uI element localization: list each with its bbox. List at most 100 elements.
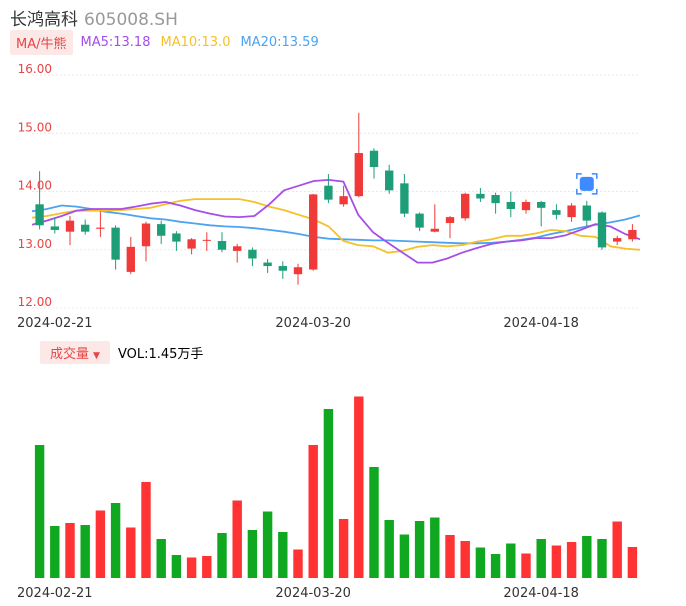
candle-body	[96, 227, 105, 229]
caret-down-icon: ▼	[93, 351, 100, 361]
candle-body	[552, 210, 561, 215]
y-tick-label: 12.00	[18, 295, 52, 309]
volume-bar	[50, 526, 60, 578]
candle-body	[111, 227, 120, 260]
volume-bar	[95, 510, 106, 578]
ma10-line	[31, 198, 641, 254]
x-tick-label: 2024-03-20	[275, 316, 351, 331]
candle-body	[309, 194, 318, 270]
volume-bar	[338, 519, 349, 578]
volume-bar	[80, 525, 90, 578]
candle-body	[400, 183, 409, 214]
stock-code: 605008.SH	[84, 10, 178, 30]
volume-bar	[627, 547, 638, 578]
volume-bar	[536, 539, 546, 578]
candle-body	[339, 196, 348, 205]
volume-bar	[156, 539, 166, 578]
y-tick-label: 14.00	[18, 179, 52, 193]
stock-name: 长鸿高科	[10, 10, 78, 30]
volume-bar	[612, 521, 622, 578]
candle-body	[278, 266, 287, 271]
ma-legend: MA/牛熊 MA5:13.18 MA10:13.0 MA20:13.59	[10, 29, 329, 55]
candle-body	[521, 201, 531, 211]
volume-bar	[521, 553, 531, 578]
volume-bar	[217, 533, 227, 578]
candle-body	[233, 246, 242, 251]
volume-bar	[597, 539, 607, 578]
stock-title: 长鸿高科 605008.SH	[10, 5, 178, 30]
candle-body	[354, 153, 363, 197]
ma10-label: MA10:13.0	[160, 34, 231, 50]
ma20-line	[31, 204, 641, 245]
event-marker-frame	[576, 173, 598, 195]
volume-legend: 成交量 ▼ VOL:1.45万手	[40, 341, 203, 364]
volume-bar	[110, 503, 121, 578]
volume-bar	[232, 500, 242, 578]
candle-body	[263, 262, 272, 267]
x-tick-label: 2024-04-18	[503, 316, 579, 331]
candle-body	[217, 241, 227, 250]
volume-bar	[293, 549, 303, 578]
volume-bar	[460, 541, 470, 578]
volume-bar	[551, 545, 562, 578]
volume-bar	[202, 556, 212, 578]
y-tick-label: 15.00	[18, 120, 52, 134]
volume-bar	[384, 520, 394, 578]
candle-body	[65, 220, 75, 232]
candle-body	[324, 185, 333, 200]
candle-body	[248, 249, 257, 259]
ma20-label: MA20:13.59	[240, 34, 319, 50]
y-tick-label: 13.00	[18, 237, 52, 251]
candle-body	[506, 201, 515, 209]
volume-bar	[323, 409, 334, 578]
volume-tag-label: 成交量	[50, 347, 90, 362]
volume-bar	[369, 467, 379, 578]
volume-bar	[126, 527, 136, 578]
volume-x-tick-label: 2024-04-18	[503, 586, 579, 601]
candle-body	[537, 201, 546, 208]
candle-body	[461, 193, 470, 219]
x-tick-label: 2024-02-21	[17, 316, 93, 331]
volume-bar	[278, 532, 288, 578]
volume-bar	[445, 535, 455, 578]
volume-bar	[354, 396, 364, 578]
candle-body	[445, 217, 455, 223]
candle-body	[202, 239, 211, 241]
candle-body	[567, 205, 576, 218]
candle-body	[35, 204, 44, 226]
volume-value-label: VOL:1.45万手	[117, 347, 204, 362]
volume-x-tick-label: 2024-02-21	[17, 586, 93, 601]
volume-bar	[247, 530, 258, 578]
ma-mode-selector[interactable]: MA/牛熊	[10, 29, 73, 55]
volume-bar	[308, 445, 318, 578]
volume-bar	[399, 534, 410, 578]
volume-indicator-selector[interactable]: 成交量 ▼	[40, 341, 110, 364]
volume-bar	[34, 445, 45, 578]
candle-body	[613, 238, 622, 242]
volume-bar	[582, 536, 592, 578]
event-marker-icon	[579, 176, 594, 191]
volume-bar	[566, 542, 577, 578]
candle-body	[628, 229, 637, 240]
candle-body	[491, 194, 500, 204]
candle-body	[430, 228, 439, 232]
volume-bar	[414, 521, 425, 578]
candle-body	[369, 150, 379, 168]
candle-body	[187, 239, 196, 249]
volume-bar	[141, 482, 151, 578]
candle-body	[126, 246, 135, 272]
candle-body	[293, 267, 303, 275]
volume-x-tick-label: 2024-03-20	[275, 586, 351, 601]
volume-bar	[475, 547, 486, 578]
candle-body	[141, 223, 151, 247]
volume-bar	[506, 543, 516, 578]
ma5-label: MA5:13.18	[80, 34, 151, 50]
y-tick-label: 16.00	[18, 62, 52, 76]
candle-body	[81, 224, 90, 232]
ma5-line	[31, 178, 641, 264]
volume-bar	[490, 554, 501, 578]
candle-body	[157, 224, 166, 236]
candle-body	[415, 213, 424, 228]
volume-bar	[65, 523, 75, 578]
